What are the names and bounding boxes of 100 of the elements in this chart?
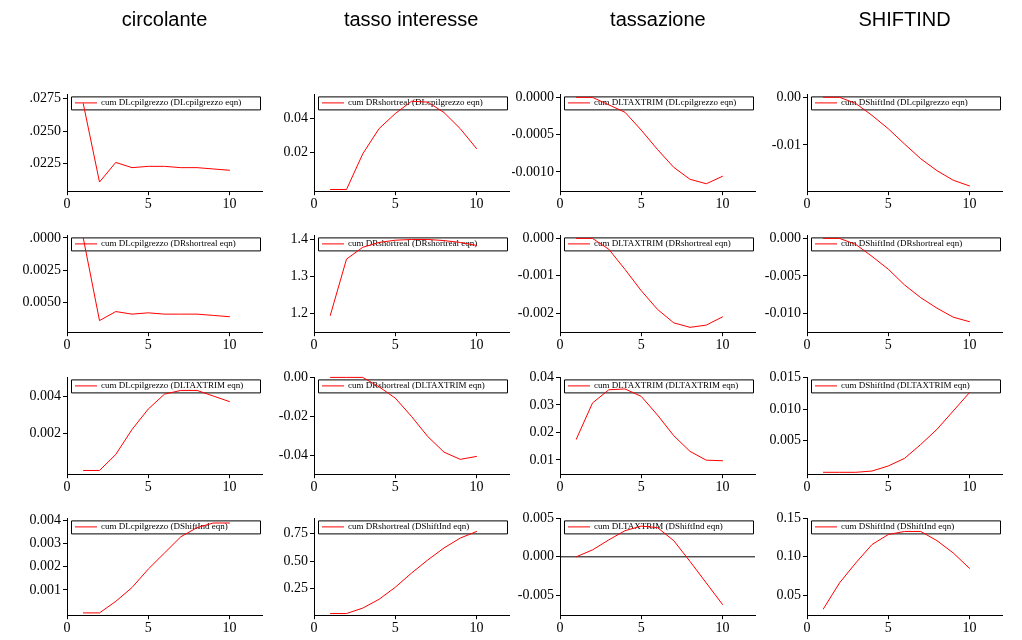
x-tick-label: 10	[962, 479, 977, 495]
x-tick-label: 0	[556, 337, 564, 353]
y-tick-label: 0.010	[769, 400, 802, 416]
y-tick-label: 0.0000	[515, 89, 555, 105]
x-tick-label: 10	[715, 620, 730, 636]
x-tick-label: 5	[884, 620, 892, 636]
legend-label: cum DLcpilgrezzo (DRshortreal eqn)	[101, 238, 236, 249]
y-tick-label: 0.0025	[22, 261, 61, 277]
y-tick-label: 0.000	[522, 548, 555, 564]
y-tick-label: -0.002	[518, 304, 555, 320]
x-tick-label: 5	[144, 196, 152, 212]
y-tick-label: 0.000	[522, 230, 555, 246]
legend-label: cum DShiftInd (DRshortreal eqn)	[841, 238, 963, 249]
y-tick-label: 0.04	[283, 110, 308, 126]
legend-label: cum DLTAXTRIM (DShiftInd eqn)	[594, 521, 724, 532]
x-tick-label: 0	[63, 479, 71, 495]
legend-label: cum DLTAXTRIM (DLTAXTRIM eqn)	[594, 380, 739, 391]
x-tick-label: 0	[63, 196, 71, 212]
x-tick-label: 0	[310, 620, 318, 636]
y-tick-label: 0.10	[776, 548, 802, 564]
y-tick-label: 0.004	[29, 512, 61, 528]
x-tick-label: 0	[63, 620, 71, 636]
chart-title: SHIFTIND	[857, 8, 952, 31]
x-tick-label: 0	[556, 479, 564, 495]
legend-label: cum DLcpilgrezzo (DLcpilgrezzo eqn)	[101, 97, 242, 108]
x-tick-label: 10	[715, 196, 730, 212]
x-tick-label: 10	[715, 479, 730, 495]
y-tick-label: 1.3	[290, 268, 308, 284]
x-tick-label: 5	[884, 479, 892, 495]
y-tick-label: 0.50	[283, 552, 308, 568]
y-tick-label: 0.000	[769, 230, 802, 246]
x-tick-label: 5	[638, 479, 646, 495]
y-tick-label: -0.0010	[511, 163, 555, 179]
y-tick-label: .0000	[29, 229, 61, 245]
x-tick-label: 0	[310, 479, 318, 495]
x-tick-label: 5	[638, 196, 646, 212]
x-tick-label: 0	[556, 196, 564, 212]
x-tick-label: 5	[144, 620, 152, 636]
x-tick-label: 10	[469, 620, 484, 636]
y-tick-label: 0.04	[529, 369, 555, 385]
chart-title: tassazione	[609, 8, 707, 31]
y-tick-label: 0.00	[776, 88, 802, 104]
x-tick-label: 10	[222, 620, 237, 636]
y-tick-label: -0.04	[278, 447, 308, 463]
y-tick-label: 0.02	[283, 144, 308, 160]
x-tick-label: 5	[144, 337, 152, 353]
x-tick-label: 5	[144, 479, 152, 495]
x-tick-label: 5	[391, 479, 399, 495]
y-tick-label: .0250	[29, 122, 61, 138]
y-tick-label: 0.003	[29, 535, 61, 551]
legend-label: cum DLcpilgrezzo (DLTAXTRIM eqn)	[101, 380, 244, 391]
y-tick-label: 0.001	[29, 581, 61, 597]
x-tick-label: 10	[469, 337, 484, 353]
y-tick-label: .0275	[29, 90, 61, 105]
x-tick-label: 5	[638, 337, 646, 353]
x-tick-label: 0	[803, 620, 811, 636]
y-tick-label: -0.010	[764, 305, 802, 321]
y-tick-label: 0.15	[776, 510, 802, 526]
chart-title: tasso interesse	[342, 8, 480, 31]
x-tick-label: 0	[556, 620, 564, 636]
x-tick-label: 0	[803, 479, 811, 495]
legend-label: cum DShiftInd (DLTAXTRIM eqn)	[841, 380, 970, 391]
x-tick-label: 0	[803, 337, 811, 353]
legend-label: cum DShiftInd (DShiftInd eqn)	[841, 521, 955, 532]
y-tick-label: .0225	[29, 155, 61, 171]
x-tick-label: 0	[803, 196, 811, 212]
y-tick-label: 0.005	[522, 510, 555, 526]
y-tick-label: 0.01	[529, 451, 555, 467]
chart-title: circolante	[120, 8, 209, 31]
y-tick-label: -0.005	[518, 586, 555, 602]
x-tick-label: 10	[962, 337, 977, 353]
y-tick-label: 0.015	[769, 369, 802, 385]
x-tick-label: 10	[222, 337, 237, 353]
x-tick-label: 10	[222, 196, 237, 212]
legend-label: cum DShiftInd (DLcpilgrezzo eqn)	[841, 97, 968, 108]
y-tick-label: -0.01	[771, 136, 802, 152]
y-tick-label: -0.005	[764, 267, 802, 283]
x-tick-label: 10	[715, 337, 730, 353]
x-tick-label: 5	[884, 196, 892, 212]
y-tick-label: -0.001	[518, 267, 555, 283]
y-tick-label: 1.2	[290, 305, 308, 321]
x-tick-label: 0	[63, 337, 71, 353]
x-tick-label: 5	[391, 620, 399, 636]
x-tick-label: 5	[391, 196, 399, 212]
x-tick-label: 10	[962, 620, 977, 636]
x-tick-label: 5	[884, 337, 892, 353]
legend-label: cum DRshortreal (DLcpilgrezzo eqn)	[347, 97, 483, 108]
x-tick-label: 5	[638, 620, 646, 636]
y-tick-label: 0.05	[776, 586, 802, 602]
y-tick-label: 0.004	[29, 387, 61, 403]
y-tick-label: 1.4	[290, 231, 308, 247]
y-tick-label: 0.02	[529, 424, 555, 440]
y-tick-label: 0.25	[283, 580, 308, 596]
y-tick-label: 0.75	[283, 525, 308, 541]
y-tick-label: 0.002	[29, 424, 61, 440]
y-tick-label: 0.00	[283, 369, 308, 385]
y-tick-label: 0.03	[529, 396, 555, 412]
x-tick-label: 0	[310, 337, 318, 353]
x-tick-label: 10	[962, 196, 977, 212]
y-tick-label: 0.0050	[22, 294, 61, 310]
